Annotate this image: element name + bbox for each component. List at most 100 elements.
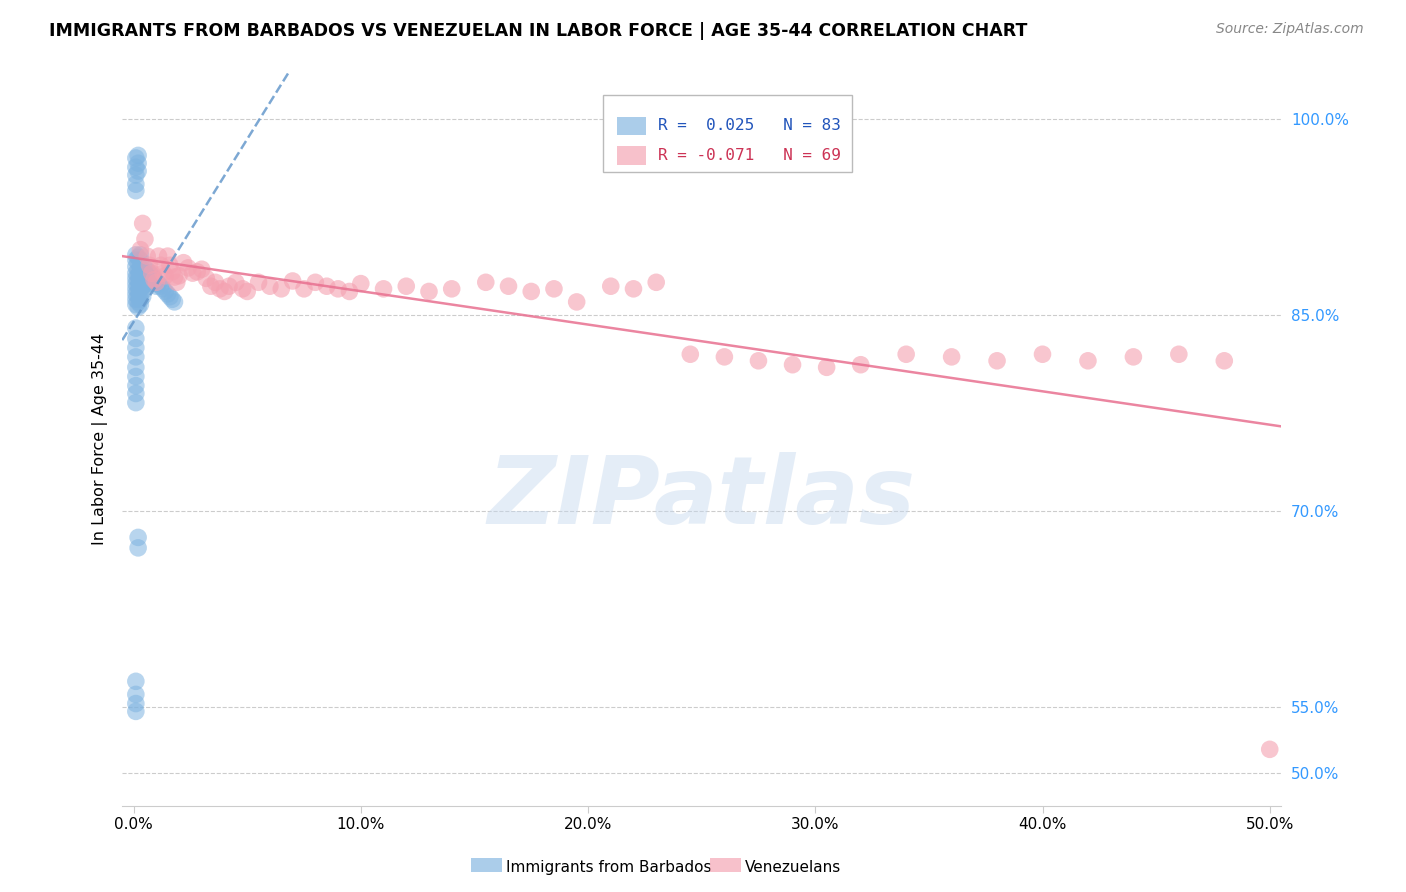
Point [136,274,159,288]
Point [1031,347,1053,361]
Point [125,705,148,719]
Point [339,285,361,299]
Point [149,258,172,272]
Point [131,263,153,277]
Point [125,321,148,335]
Point [155,285,177,299]
Point [125,248,148,262]
Point [143,273,166,287]
Point [125,177,148,191]
Point [129,277,152,291]
Text: R =  0.025   N = 83: R = 0.025 N = 83 [658,119,841,133]
Point [129,243,152,257]
Point [543,282,565,296]
Point [177,260,200,275]
Point [127,156,149,170]
Point [127,263,149,277]
Point [134,277,156,291]
Point [127,251,149,265]
Point [204,275,226,289]
Point [129,287,152,301]
Point [315,279,337,293]
Point [127,148,149,162]
Point [131,274,153,288]
Point [125,687,148,701]
Point [181,266,204,280]
Point [418,285,440,299]
Point [125,277,148,291]
Point [326,282,349,296]
Point [129,271,152,285]
Point [127,290,149,304]
Point [125,332,148,346]
Point [159,258,181,272]
Point [782,358,804,372]
Point [125,297,148,311]
Point [125,360,148,375]
Point [645,275,668,289]
Point [200,279,222,293]
FancyBboxPatch shape [603,95,852,172]
Point [138,277,160,291]
Point [148,277,170,291]
Point [131,216,153,230]
Point [304,275,326,289]
Point [125,266,148,280]
Point [127,279,149,293]
Bar [617,146,645,164]
Point [136,249,159,263]
Point [125,151,148,165]
Point [134,260,156,275]
Point [156,287,179,301]
Point [125,253,148,268]
Point [225,275,247,289]
Point [131,285,153,299]
Point [127,255,149,269]
Point [208,282,231,296]
Bar [617,117,645,136]
Point [127,164,149,178]
Point [156,249,179,263]
Point [155,268,177,283]
Point [236,285,259,299]
Point [1213,353,1236,368]
Point [125,395,148,409]
Text: Immigrants from Barbados: Immigrants from Barbados [506,860,711,874]
Point [160,293,183,307]
Y-axis label: In Labor Force | Age 35-44: In Labor Force | Age 35-44 [93,334,108,545]
Point [131,279,153,293]
Point [125,350,148,364]
Point [141,274,163,288]
Point [152,266,174,280]
Point [125,293,148,307]
Point [125,386,148,401]
Text: ZIPatlas: ZIPatlas [488,452,915,544]
Point [127,300,149,314]
Point [129,282,152,296]
Point [281,274,304,288]
Point [136,263,159,277]
Point [125,160,148,174]
Point [373,282,395,296]
Point [440,282,463,296]
Point [599,279,621,293]
Point [815,360,838,375]
Point [138,258,160,272]
Text: R = -0.071   N = 69: R = -0.071 N = 69 [658,148,841,163]
Point [350,277,373,291]
Point [986,353,1008,368]
Point [186,265,208,279]
Point [894,347,917,361]
Point [190,262,212,277]
Point [129,260,152,275]
Point [125,260,148,274]
Point [134,266,156,280]
Point [125,184,148,198]
Point [129,297,152,311]
Point [138,271,160,285]
Point [127,274,149,288]
Point [125,674,148,689]
Point [129,248,152,262]
Point [218,279,240,293]
Point [1077,353,1099,368]
